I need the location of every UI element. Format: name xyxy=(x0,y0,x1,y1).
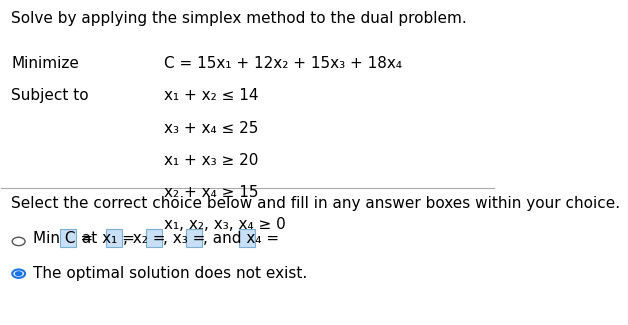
Text: x₁ + x₂ ≤ 14: x₁ + x₂ ≤ 14 xyxy=(164,88,259,103)
Text: x₁, x₂, x₃, x₄ ≥ 0: x₁, x₂, x₃, x₄ ≥ 0 xyxy=(164,217,286,232)
Text: The optimal solution does not exist.: The optimal solution does not exist. xyxy=(33,266,308,281)
Text: , x₂ =: , x₂ = xyxy=(123,231,169,246)
Text: at x₁ =: at x₁ = xyxy=(77,231,138,246)
FancyBboxPatch shape xyxy=(106,229,122,247)
Text: C = 15x₁ + 12x₂ + 15x₃ + 18x₄: C = 15x₁ + 12x₂ + 15x₃ + 18x₄ xyxy=(164,56,402,71)
Text: Solve by applying the simplex method to the dual problem.: Solve by applying the simplex method to … xyxy=(11,11,467,26)
Text: x₂ + x₄ ≥ 15: x₂ + x₄ ≥ 15 xyxy=(164,185,259,200)
FancyBboxPatch shape xyxy=(146,229,162,247)
Text: x₁ + x₃ ≥ 20: x₁ + x₃ ≥ 20 xyxy=(164,153,259,168)
Text: Select the correct choice below and fill in any answer boxes within your choice.: Select the correct choice below and fill… xyxy=(11,196,620,211)
Text: Minimize: Minimize xyxy=(11,56,79,71)
Text: x₃ + x₄ ≤ 25: x₃ + x₄ ≤ 25 xyxy=(164,121,259,136)
FancyBboxPatch shape xyxy=(186,229,202,247)
Text: Min C =: Min C = xyxy=(33,231,97,246)
FancyBboxPatch shape xyxy=(239,229,255,247)
Text: , x₃ =: , x₃ = xyxy=(163,231,208,246)
FancyBboxPatch shape xyxy=(60,229,75,247)
Text: , and x₄ =: , and x₄ = xyxy=(203,231,282,246)
Text: Subject to: Subject to xyxy=(11,88,89,103)
Circle shape xyxy=(14,271,23,276)
